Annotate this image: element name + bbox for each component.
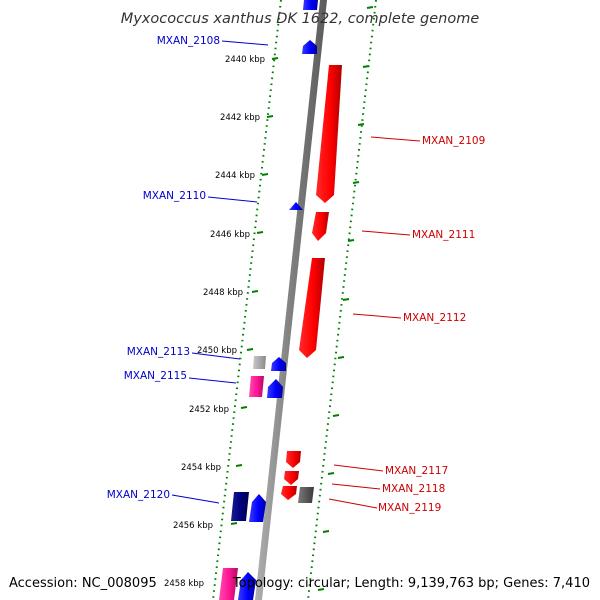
forward-label-leaders (328, 136, 421, 509)
kbp-label: 2452 kbp (189, 405, 229, 415)
gene-label-mxan-2113[interactable]: MXAN_2113 (127, 346, 190, 358)
gene-label-mxan-2112[interactable]: MXAN_2112 (403, 312, 466, 324)
gene-mxan-2122[interactable] (219, 568, 238, 600)
gene-mxan-2121[interactable] (249, 494, 266, 522)
right-major-ticks (317, 6, 374, 591)
reverse-genes (219, 0, 318, 600)
gene-label-mxan-2120[interactable]: MXAN_2120 (107, 489, 170, 501)
gene-mxan-2118[interactable] (281, 486, 297, 500)
gene-label-mxan-2117[interactable]: MXAN_2117 (385, 465, 448, 477)
gene-mxan-2111[interactable] (312, 212, 329, 241)
reverse-label-leaders (171, 40, 269, 504)
kbp-label: 2442 kbp (220, 113, 260, 123)
kbp-label: 2440 kbp (225, 55, 265, 65)
gene-label-mxan-2110[interactable]: MXAN_2110 (143, 190, 206, 202)
kbp-label: 2454 kbp (181, 463, 221, 473)
gene-label-mxan-2115[interactable]: MXAN_2115 (124, 370, 187, 382)
gene-mxan-2110[interactable] (289, 202, 303, 210)
kbp-label: 2446 kbp (210, 230, 250, 240)
gene-label-mxan-2118[interactable]: MXAN_2118 (382, 483, 445, 495)
kbp-label: 2450 kbp (197, 346, 237, 356)
ruler-labels: 2440 kbp 2442 kbp 2444 kbp 2446 kbp 2448… (164, 55, 265, 589)
reverse-gene-labels: MXAN_2108 MXAN_2110 MXAN_2113 MXAN_2115 … (107, 35, 220, 501)
kbp-label: 2458 kbp (164, 579, 204, 589)
gene-mxan-2115[interactable] (249, 376, 264, 397)
gene-mxan-2119[interactable] (298, 487, 314, 503)
accession-text: Accession: NC_008095 (9, 576, 157, 591)
kbp-label: 2448 kbp (203, 288, 243, 298)
gene-mxan-2108[interactable] (303, 0, 318, 10)
gene-mxan-2117b[interactable] (284, 471, 299, 485)
gene-label-mxan-2111[interactable]: MXAN_2111 (412, 229, 475, 241)
forward-genes (281, 65, 342, 503)
gene-mxan-2109[interactable] (316, 65, 342, 203)
gene-mxan-2120[interactable] (231, 492, 249, 521)
genome-backbone (255, 0, 327, 600)
gene-label-mxan-2109[interactable]: MXAN_2109 (422, 135, 485, 147)
genome-summary-text: Topology: circular; Length: 9,139,763 bp… (232, 576, 590, 591)
gene-mxan-2112[interactable] (299, 258, 325, 358)
forward-gene-labels: MXAN_2109 MXAN_2111 MXAN_2112 MXAN_2117 … (378, 135, 485, 514)
gene-label-mxan-2108[interactable]: MXAN_2108 (157, 35, 220, 47)
gene-mxan-2117[interactable] (286, 451, 301, 468)
map-title: Myxococcus xanthus DK 1622, complete gen… (121, 11, 480, 27)
gene-mxan-2114[interactable] (271, 357, 286, 371)
gene-mxan-2123[interactable] (238, 572, 256, 600)
kbp-label: 2456 kbp (173, 521, 213, 531)
gene-label-mxan-2119[interactable]: MXAN_2119 (378, 502, 441, 514)
gene-mxan-2116[interactable] (267, 379, 283, 398)
gene-mxan-2113[interactable] (253, 356, 266, 369)
kbp-label: 2444 kbp (215, 171, 255, 181)
gene-mxan-2108b[interactable] (302, 40, 317, 54)
